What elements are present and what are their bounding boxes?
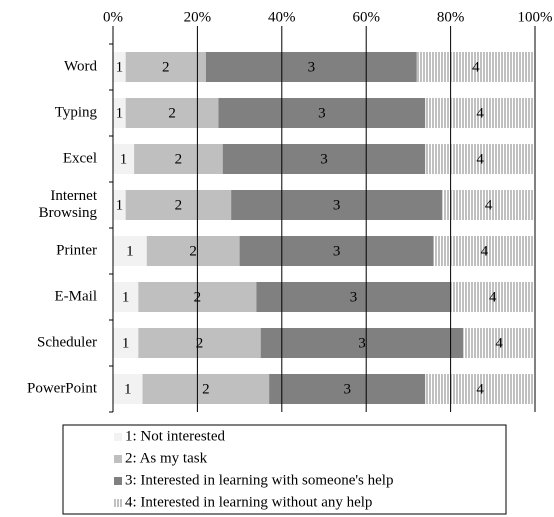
segment-label: 4 [476, 151, 484, 167]
legend-label: 2: As my task [125, 450, 208, 466]
segment-label: 3 [343, 381, 351, 397]
bar-segment [146, 236, 240, 266]
y-tick-label: Printer [56, 242, 97, 259]
legend-label: 1: Not interested [125, 428, 225, 444]
x-tick-label: 40% [268, 9, 296, 25]
segment-label: 1 [122, 335, 130, 351]
bar-segment [113, 282, 139, 312]
segment-label: 1 [120, 151, 128, 167]
segment-label: 4 [481, 243, 489, 259]
segment-label: 2 [202, 381, 210, 397]
segment-label: 3 [333, 243, 341, 259]
bar-segment [125, 98, 219, 128]
bar-segment [269, 374, 426, 404]
legend-swatch [114, 499, 122, 507]
y-tick-label: Internet Browsing [38, 188, 97, 221]
bar-segment [442, 190, 535, 220]
bar-segment [113, 98, 126, 128]
bar-segment [113, 144, 135, 174]
segment-label: 2 [162, 59, 170, 75]
x-tick-label: 20% [184, 9, 212, 25]
bar-segment [450, 282, 535, 312]
segment-label: 1 [116, 59, 124, 75]
segment-label: 1 [116, 105, 124, 121]
bar-segment [416, 52, 535, 82]
bar-segment [142, 374, 270, 404]
segment-label: 3 [333, 197, 341, 213]
y-tick-label: E-Mail [54, 288, 98, 305]
segment-label: 4 [495, 335, 503, 351]
x-tick-label: 60% [352, 9, 380, 25]
legend-box [62, 424, 507, 515]
bar-segment [425, 374, 535, 404]
bar-segment [218, 98, 426, 128]
segment-label: 1 [116, 197, 124, 213]
bar-segment [113, 328, 139, 358]
x-tick-label: 0% [103, 9, 123, 25]
segment-label: 3 [350, 289, 358, 305]
segment-label: 3 [318, 105, 326, 121]
y-tick-label: Typing [54, 104, 97, 121]
segment-label: 3 [308, 59, 316, 75]
bar-segment [138, 328, 261, 358]
bar-segment [125, 52, 206, 82]
bar-segment [231, 190, 443, 220]
y-tick-label: PowerPoint [26, 380, 97, 397]
y-tick-label: Word [64, 58, 97, 75]
bar-segment [463, 328, 535, 358]
segment-label: 4 [476, 105, 484, 121]
segment-label: 2 [189, 243, 197, 259]
bar-segment [425, 144, 535, 174]
segment-label: 3 [358, 335, 366, 351]
legend-swatch [114, 433, 122, 441]
segment-label: 2 [168, 105, 176, 121]
segment-label: 2 [196, 335, 204, 351]
legend-label: 4: Interested in learning without any he… [125, 494, 372, 510]
segment-label: 4 [472, 59, 480, 75]
segment-label: 4 [489, 289, 497, 305]
bar-segment [425, 98, 535, 128]
bar-segment [205, 52, 417, 82]
segment-label: 1 [126, 243, 134, 259]
segment-label: 3 [320, 151, 328, 167]
segment-label: 1 [122, 289, 130, 305]
bar-segment [113, 190, 126, 220]
bar-segment [260, 328, 464, 358]
y-tick-label: Scheduler [37, 334, 97, 351]
bar-segment [256, 282, 451, 312]
y-tick-label: Excel [62, 150, 97, 167]
bar-segment [125, 190, 232, 220]
x-tick-label: 80% [437, 9, 465, 25]
legend-swatch [114, 455, 122, 463]
segment-label: 2 [175, 151, 183, 167]
legend-swatch [114, 477, 122, 485]
segment-label: 1 [124, 381, 132, 397]
bar-segment [222, 144, 426, 174]
bar-segment [113, 52, 126, 82]
bar-segment [113, 236, 147, 266]
legend-label: 3: Interested in learning with someone's… [125, 472, 393, 488]
segment-label: 4 [476, 381, 484, 397]
bar-segment [113, 374, 143, 404]
segment-label: 4 [485, 197, 493, 213]
bar-segment [239, 236, 434, 266]
x-tick-label: 100% [518, 9, 553, 25]
bar-segment [134, 144, 223, 174]
segment-label: 2 [175, 197, 183, 213]
